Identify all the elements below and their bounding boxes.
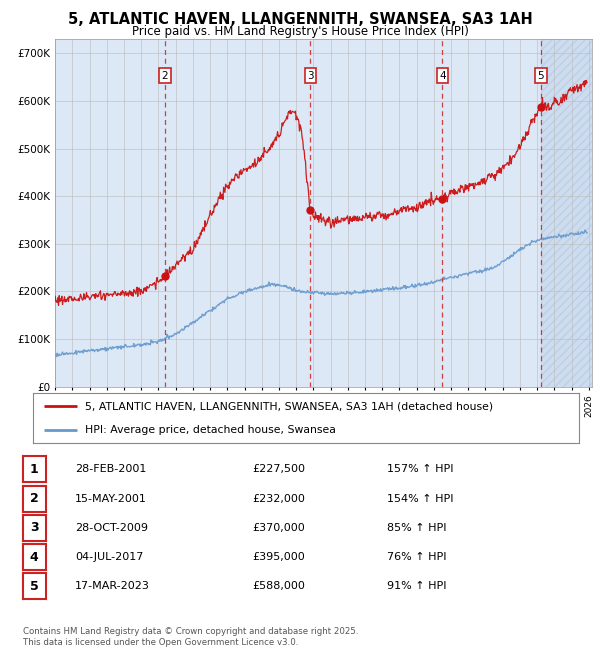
Text: 04-JUL-2017: 04-JUL-2017 [75, 552, 143, 562]
Text: £227,500: £227,500 [252, 464, 305, 474]
Text: 4: 4 [439, 70, 446, 81]
Text: £370,000: £370,000 [252, 523, 305, 533]
Text: 5: 5 [538, 70, 544, 81]
Text: 154% ↑ HPI: 154% ↑ HPI [387, 493, 454, 504]
Text: 4: 4 [30, 551, 38, 564]
Text: Contains HM Land Registry data © Crown copyright and database right 2025.
This d: Contains HM Land Registry data © Crown c… [23, 627, 358, 647]
Text: 5, ATLANTIC HAVEN, LLANGENNITH, SWANSEA, SA3 1AH (detached house): 5, ATLANTIC HAVEN, LLANGENNITH, SWANSEA,… [85, 401, 493, 411]
Text: 15-MAY-2001: 15-MAY-2001 [75, 493, 147, 504]
Text: HPI: Average price, detached house, Swansea: HPI: Average price, detached house, Swan… [85, 424, 336, 435]
Text: 17-MAR-2023: 17-MAR-2023 [75, 581, 150, 592]
Text: 28-OCT-2009: 28-OCT-2009 [75, 523, 148, 533]
Text: 5: 5 [30, 580, 38, 593]
Text: £232,000: £232,000 [252, 493, 305, 504]
Text: 85% ↑ HPI: 85% ↑ HPI [387, 523, 446, 533]
Text: Price paid vs. HM Land Registry's House Price Index (HPI): Price paid vs. HM Land Registry's House … [131, 25, 469, 38]
Text: 2: 2 [161, 70, 169, 81]
Text: 5, ATLANTIC HAVEN, LLANGENNITH, SWANSEA, SA3 1AH: 5, ATLANTIC HAVEN, LLANGENNITH, SWANSEA,… [68, 12, 532, 27]
Text: £395,000: £395,000 [252, 552, 305, 562]
Bar [541, 39, 592, 387]
Text: 1: 1 [30, 463, 38, 476]
Text: 157% ↑ HPI: 157% ↑ HPI [387, 464, 454, 474]
Text: 3: 3 [307, 70, 314, 81]
Text: 2: 2 [30, 492, 38, 505]
Text: £588,000: £588,000 [252, 581, 305, 592]
Text: 28-FEB-2001: 28-FEB-2001 [75, 464, 146, 474]
Text: 76% ↑ HPI: 76% ↑ HPI [387, 552, 446, 562]
Text: 3: 3 [30, 521, 38, 534]
Bar [541, 39, 592, 387]
Text: 91% ↑ HPI: 91% ↑ HPI [387, 581, 446, 592]
